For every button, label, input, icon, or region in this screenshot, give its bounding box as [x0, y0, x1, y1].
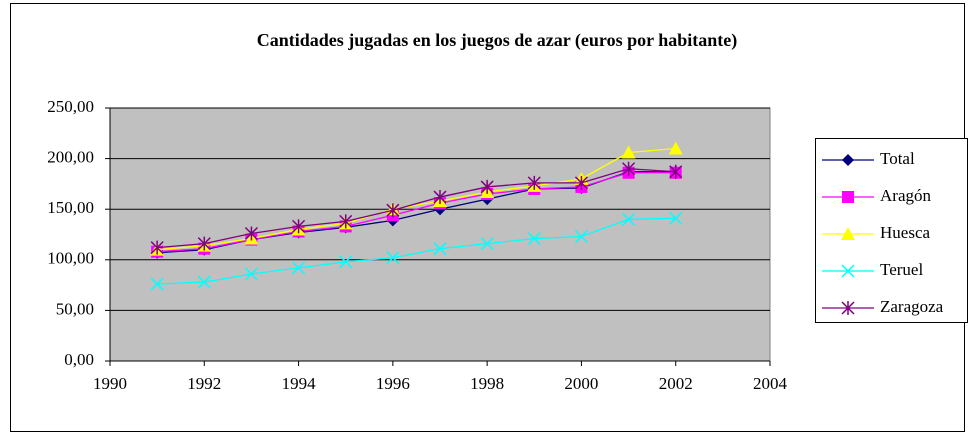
- legend-marker: [841, 227, 855, 240]
- legend-marker: [842, 154, 854, 166]
- y-tick-label: 150,00: [47, 198, 94, 217]
- data-point: [669, 164, 683, 179]
- data-point: [244, 267, 258, 281]
- data-point: [622, 161, 636, 176]
- x-tick-label: 1992: [187, 374, 221, 393]
- chart-title: Cantidades jugadas en los juegos de azar…: [257, 30, 738, 51]
- y-tick-label: 100,00: [47, 249, 94, 268]
- data-point: [621, 145, 636, 159]
- x-tick-label: 1990: [93, 374, 127, 393]
- x-tick-label: 2002: [659, 374, 693, 393]
- y-tick-label: 0,00: [64, 350, 94, 369]
- y-tick-label: 250,00: [47, 97, 94, 116]
- data-point: [197, 275, 211, 289]
- x-tick-label: 2000: [564, 374, 598, 393]
- data-point: [574, 229, 588, 244]
- series-line: [157, 147, 676, 251]
- legend-marker: [842, 191, 854, 203]
- plot-area: [109, 107, 771, 362]
- data-point: [433, 242, 447, 256]
- data-point: [480, 237, 494, 251]
- x-tick-label: 1998: [470, 374, 504, 393]
- legend: [815, 138, 968, 323]
- series-line: [157, 217, 676, 285]
- data-point: [574, 175, 588, 190]
- y-tick-label: 50,00: [56, 299, 94, 318]
- data-point: [480, 179, 494, 194]
- data-point: [669, 211, 683, 225]
- legend-marker: [841, 301, 855, 315]
- series-line: [157, 168, 676, 249]
- data-point: [339, 214, 353, 229]
- data-point: [150, 240, 164, 255]
- legend-marker: [841, 264, 855, 278]
- data-point: [622, 212, 636, 226]
- data-point: [150, 277, 164, 291]
- data-point: [292, 261, 306, 275]
- legend-label: Teruel: [880, 260, 923, 279]
- data-point: [386, 251, 400, 265]
- data-point: [339, 255, 353, 269]
- data-point: [668, 141, 683, 155]
- data-point: [244, 226, 258, 241]
- legend-label: Zaragoza: [880, 297, 944, 316]
- y-tick-label: 200,00: [47, 148, 94, 167]
- legend-label: Aragón: [880, 186, 931, 205]
- x-tick-label: 2004: [753, 374, 788, 393]
- data-point: [386, 203, 400, 218]
- data-point: [197, 236, 211, 251]
- data-point: [527, 175, 541, 190]
- data-point: [292, 219, 306, 234]
- legend-label: Total: [880, 149, 915, 168]
- data-point: [433, 190, 447, 205]
- series-line: [157, 172, 676, 253]
- x-tick-label: 1994: [282, 374, 317, 393]
- data-point: [527, 232, 541, 246]
- legend-label: Huesca: [880, 223, 930, 242]
- x-tick-label: 1996: [376, 374, 410, 393]
